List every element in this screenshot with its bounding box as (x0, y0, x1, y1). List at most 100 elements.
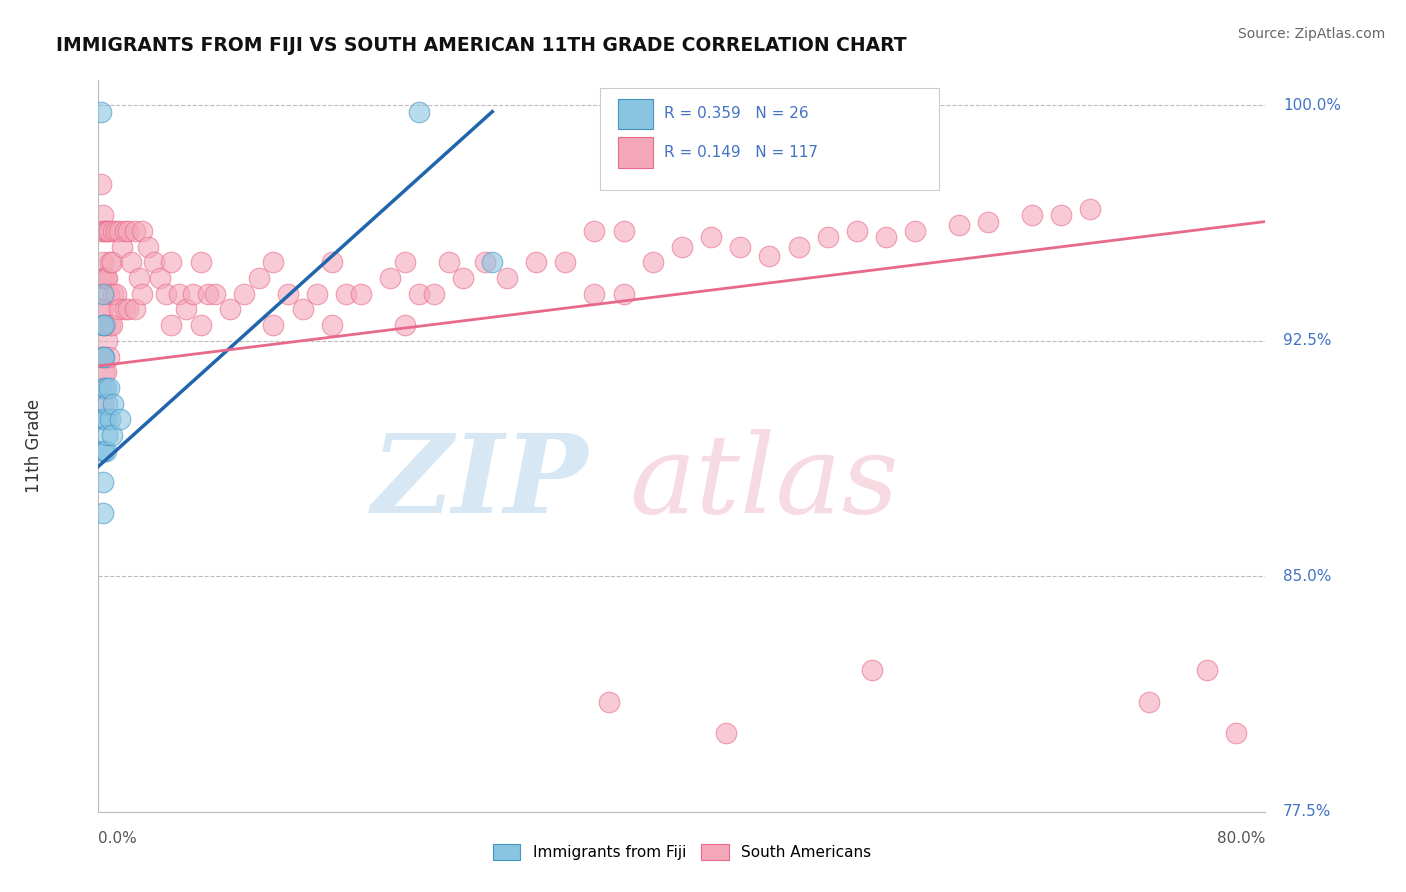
Point (128, 271, 150, 285)
Point (124, 302, 146, 317)
Point (1137, 695, 1160, 709)
Point (860, 664, 883, 678)
Point (408, 104, 430, 119)
Point (90, 104, 112, 119)
Point (291, 302, 314, 317)
Point (93, 381, 115, 395)
FancyBboxPatch shape (617, 99, 652, 129)
Point (1225, 726, 1247, 740)
Point (97, 350, 120, 364)
Point (247, 271, 270, 285)
Point (91, 412, 114, 426)
Point (335, 286, 357, 301)
Point (100, 428, 122, 442)
Point (481, 255, 503, 269)
Point (612, 224, 634, 238)
Point (104, 286, 127, 301)
Point (91, 208, 114, 222)
Point (181, 286, 204, 301)
Point (174, 302, 197, 317)
Point (758, 249, 780, 263)
Text: ZIP: ZIP (373, 429, 589, 536)
Point (671, 240, 693, 254)
Point (91, 318, 114, 333)
Text: 100.0%: 100.0% (1282, 98, 1341, 113)
Text: Source: ZipAtlas.com: Source: ZipAtlas.com (1237, 27, 1385, 41)
Point (96, 428, 118, 442)
Point (101, 396, 124, 410)
Text: 85.0%: 85.0% (1282, 569, 1331, 583)
Point (101, 224, 124, 238)
Point (94, 224, 117, 238)
Point (114, 224, 136, 238)
Point (108, 224, 131, 238)
Point (948, 218, 970, 232)
Point (641, 255, 664, 269)
Point (93, 318, 115, 333)
Point (1371, 726, 1393, 740)
Point (90, 224, 112, 238)
Point (94, 365, 117, 379)
Point (98, 255, 121, 269)
Point (100, 318, 122, 333)
Point (714, 726, 737, 740)
Point (96, 224, 118, 238)
Point (93, 224, 115, 238)
Point (90, 381, 112, 395)
Point (167, 286, 190, 301)
Point (817, 230, 839, 244)
Point (787, 240, 810, 254)
Point (97, 381, 120, 395)
Point (94, 412, 117, 426)
Point (977, 214, 1000, 228)
Text: atlas: atlas (628, 429, 898, 536)
Point (93, 271, 115, 285)
Legend: Immigrants from Fiji, South Americans: Immigrants from Fiji, South Americans (486, 838, 877, 866)
Point (598, 695, 620, 709)
Point (1080, 202, 1102, 216)
Point (91, 255, 114, 269)
Point (408, 286, 430, 301)
Point (108, 302, 131, 317)
Point (142, 255, 165, 269)
Point (94, 443, 117, 458)
Point (100, 255, 122, 269)
Point (90, 302, 112, 317)
Point (218, 302, 240, 317)
Point (98, 412, 121, 426)
Point (93, 318, 115, 333)
Point (554, 255, 576, 269)
Point (700, 230, 723, 244)
Point (321, 318, 343, 333)
Point (730, 240, 752, 254)
Point (110, 412, 132, 426)
Point (94, 318, 117, 333)
Point (93, 412, 115, 426)
Point (496, 271, 519, 285)
Point (91, 507, 114, 521)
Point (93, 443, 115, 458)
Point (101, 286, 124, 301)
Point (233, 286, 256, 301)
Point (437, 255, 460, 269)
Point (93, 350, 115, 364)
Point (904, 224, 927, 238)
Point (98, 318, 121, 333)
Point (96, 396, 118, 410)
FancyBboxPatch shape (600, 87, 939, 190)
Point (91, 286, 114, 301)
Point (451, 271, 474, 285)
Point (583, 286, 606, 301)
Point (131, 224, 153, 238)
Point (155, 286, 177, 301)
Point (91, 475, 114, 489)
Text: IMMIGRANTS FROM FIJI VS SOUTH AMERICAN 11TH GRADE CORRELATION CHART: IMMIGRANTS FROM FIJI VS SOUTH AMERICAN 1… (56, 36, 907, 54)
Point (90, 350, 112, 364)
Point (149, 271, 172, 285)
Point (94, 381, 117, 395)
Point (846, 224, 869, 238)
Point (307, 286, 329, 301)
Point (91, 350, 114, 364)
Point (197, 286, 219, 301)
Point (96, 271, 118, 285)
